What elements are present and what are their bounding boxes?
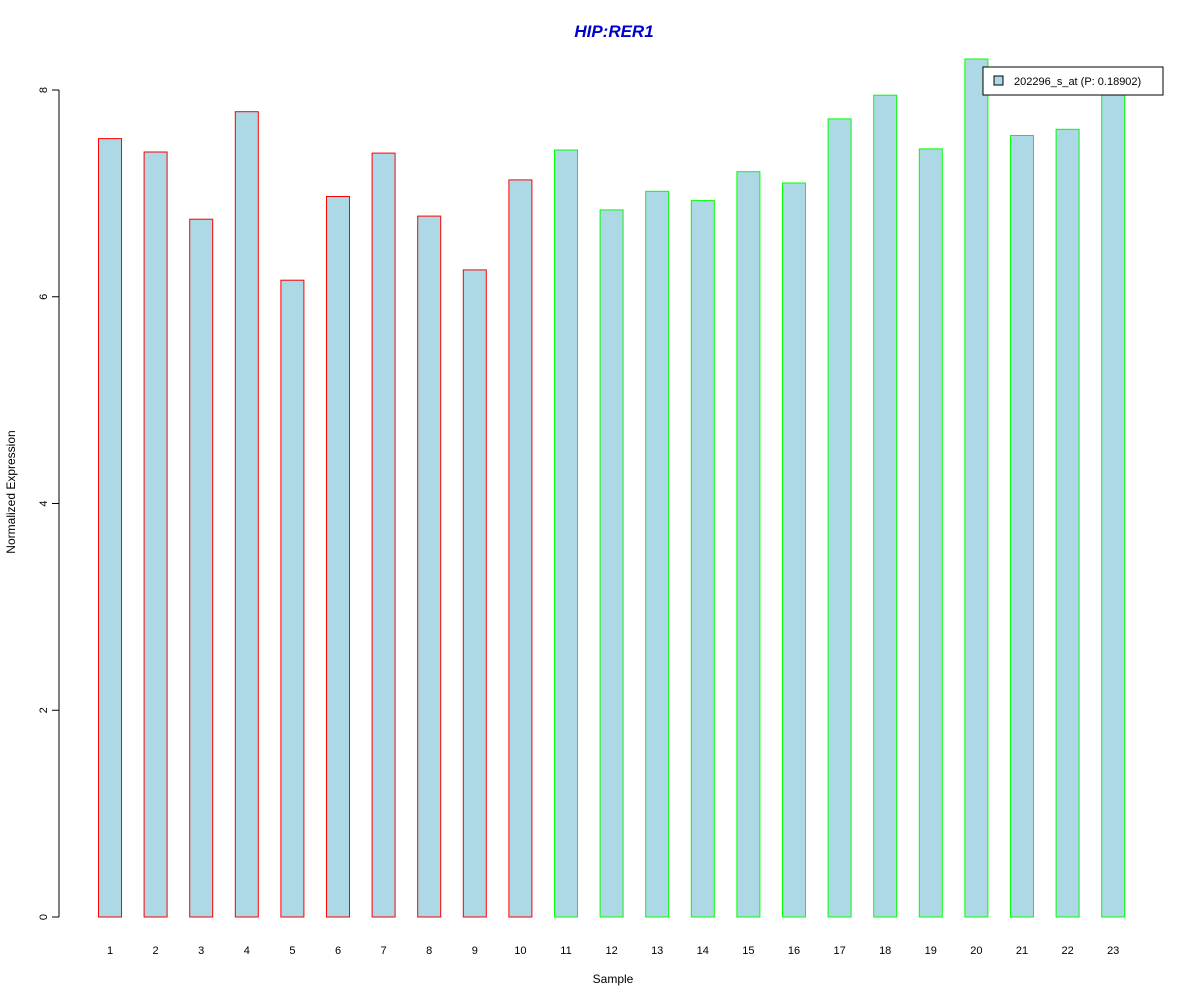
x-tick-label: 13 <box>651 945 663 957</box>
bar-13 <box>645 190 670 918</box>
bar-11 <box>554 149 578 918</box>
x-tick-label: 17 <box>833 945 845 957</box>
bar-14 <box>690 200 715 918</box>
x-tick-label: 10 <box>514 945 526 957</box>
x-tick-label: 18 <box>879 945 891 957</box>
x-tick-label: 4 <box>244 945 250 957</box>
bar-17 <box>827 118 852 918</box>
legend-box <box>982 66 1164 96</box>
bar-8 <box>417 215 442 918</box>
bar-23 <box>1101 87 1126 918</box>
x-tick-label: 7 <box>381 945 387 957</box>
bar-1 <box>98 138 122 918</box>
x-tick-label: 2 <box>153 945 159 957</box>
bar-7 <box>371 152 396 918</box>
y-axis: 0 2 4 6 8 <box>38 87 60 920</box>
bars-group <box>98 58 1126 918</box>
x-tick-label: 14 <box>697 945 709 957</box>
bar-2 <box>143 151 168 918</box>
bar-4 <box>234 111 259 918</box>
y-tick-label: 4 <box>38 500 50 506</box>
x-tick-label: 5 <box>289 945 295 957</box>
x-tick-label: 11 <box>560 945 571 957</box>
x-axis-tick-labels: 1 2 3 4 5 6 7 8 9 10 11 12 13 14 15 16 17 18 19 20 21 22 23 <box>107 945 1119 957</box>
bar-20 <box>964 58 989 918</box>
bar-5 <box>280 279 305 918</box>
x-tick-label: 6 <box>335 945 341 957</box>
y-tick-label: 8 <box>38 87 50 93</box>
bar-22 <box>1055 128 1080 918</box>
legend-entry-label: 202296_s_at (P: 0.18902) <box>1014 76 1141 88</box>
x-tick-label: 23 <box>1107 945 1119 957</box>
x-tick-label: 3 <box>198 945 204 957</box>
bar-6 <box>326 196 350 918</box>
x-axis-label: Sample <box>593 972 634 986</box>
x-tick-label: 16 <box>788 945 800 957</box>
x-tick-label: 22 <box>1061 945 1073 957</box>
y-tick-label: 2 <box>38 707 50 713</box>
bar-3 <box>189 218 214 918</box>
x-tick-label: 8 <box>426 945 432 957</box>
bar-16 <box>782 182 806 918</box>
x-tick-label: 19 <box>925 945 937 957</box>
legend: 202296_s_at (P: 0.18902) <box>982 66 1164 96</box>
legend-swatch <box>993 75 1004 86</box>
bar-21 <box>1010 135 1034 918</box>
bar-18 <box>873 94 898 918</box>
bar-19 <box>918 148 943 918</box>
x-tick-label: 1 <box>107 945 113 957</box>
x-tick-label: 12 <box>605 945 617 957</box>
bar-15 <box>736 171 761 918</box>
y-axis-label: Normalized Expression <box>4 430 18 553</box>
y-tick-label: 0 <box>38 914 50 920</box>
chart-title: HIP:RER1 <box>574 22 653 41</box>
bar-10 <box>508 179 533 918</box>
x-tick-label: 9 <box>472 945 478 957</box>
x-tick-label: 21 <box>1016 945 1028 957</box>
bar-9 <box>462 269 487 918</box>
bar-12 <box>599 209 624 918</box>
x-tick-label: 15 <box>742 945 754 957</box>
x-tick-label: 20 <box>970 945 982 957</box>
y-tick-label: 6 <box>38 294 50 300</box>
